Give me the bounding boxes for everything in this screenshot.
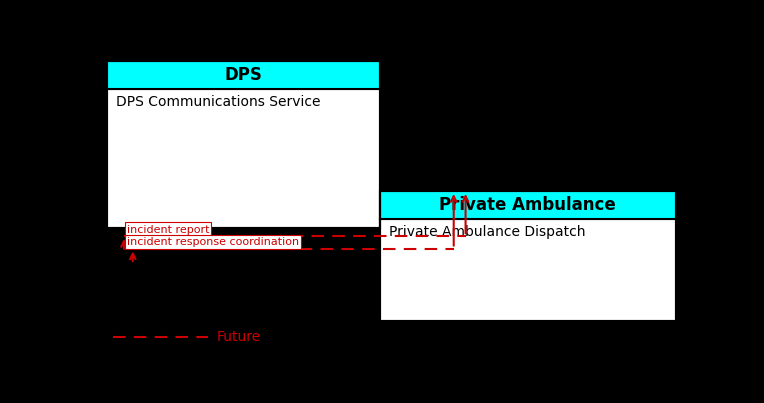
Text: DPS: DPS <box>225 66 263 84</box>
Text: incident report: incident report <box>127 224 209 235</box>
FancyBboxPatch shape <box>380 219 676 322</box>
Text: incident response coordination: incident response coordination <box>127 237 299 247</box>
FancyBboxPatch shape <box>107 61 380 89</box>
Text: DPS Communications Service: DPS Communications Service <box>116 95 321 109</box>
Text: Future: Future <box>217 330 261 344</box>
Text: Private Ambulance: Private Ambulance <box>439 196 616 214</box>
FancyBboxPatch shape <box>107 89 380 229</box>
Text: Private Ambulance Dispatch: Private Ambulance Dispatch <box>389 225 585 239</box>
FancyBboxPatch shape <box>380 191 676 219</box>
